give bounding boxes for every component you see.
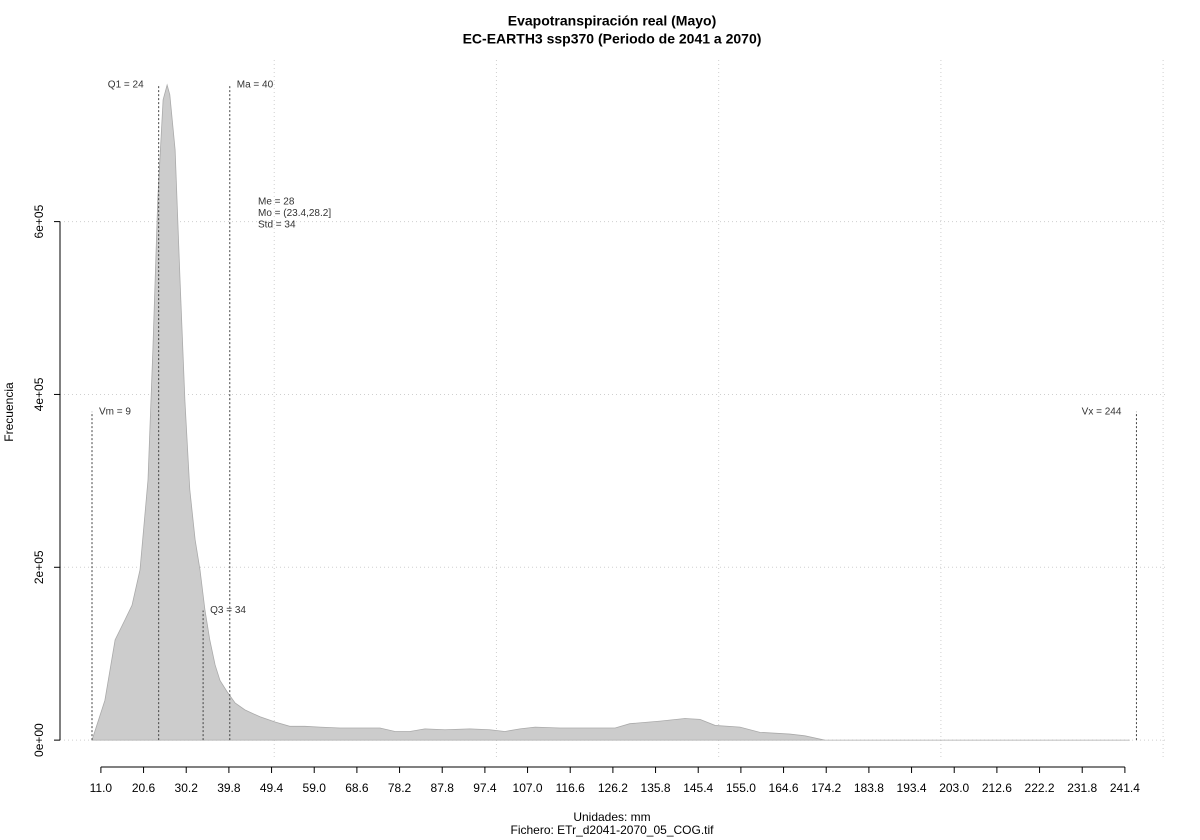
- chart-title: Evapotranspiración real (Mayo): [508, 13, 717, 29]
- caption: Fichero: ETr_d2041-2070_05_COG.tif: [511, 823, 715, 837]
- x-tick-label: 97.4: [473, 781, 497, 795]
- x-tick-label: 78.2: [388, 781, 412, 795]
- x-tick-label: 203.0: [939, 781, 969, 795]
- x-tick-label: 231.8: [1067, 781, 1097, 795]
- x-axis-label: Unidades: mm: [573, 810, 650, 824]
- x-tick-label: 68.6: [345, 781, 369, 795]
- x-tick-label: 116.6: [556, 781, 585, 795]
- x-tick-label: 59.0: [303, 781, 327, 795]
- x-tick-label: 20.6: [132, 781, 156, 795]
- marker-label: Ma = 40: [237, 80, 274, 91]
- x-tick-label: 49.4: [260, 781, 284, 795]
- density-area: [91, 83, 1130, 741]
- y-tick-label: 6e+05: [32, 204, 46, 238]
- x-tick-label: 193.4: [897, 781, 927, 795]
- x-tick-label: 30.2: [175, 781, 199, 795]
- x-tick-label: 107.0: [513, 781, 543, 795]
- x-tick-label: 145.4: [683, 781, 713, 795]
- x-tick-label: 11.0: [90, 781, 113, 795]
- y-tick-label: 2e+05: [32, 550, 46, 584]
- marker-label: Q3 = 34: [210, 605, 246, 616]
- stats-text: Std = 34: [258, 220, 296, 231]
- chart-subtitle: EC-EARTH3 ssp370 (Periodo de 2041 a 2070…: [463, 31, 762, 47]
- y-tick-label: 0e+00: [32, 723, 46, 757]
- stats-text: Mo = (23.4,28.2]: [258, 208, 331, 219]
- marker-label: Q1 = 24: [108, 80, 144, 91]
- y-axis-label: Frecuencia: [2, 382, 16, 442]
- stats-text: Me = 28: [258, 197, 295, 208]
- x-tick-label: 174.2: [811, 781, 841, 795]
- x-tick-label: 222.2: [1025, 781, 1055, 795]
- x-tick-label: 39.8: [217, 781, 241, 795]
- marker-label: Vm = 9: [99, 406, 131, 417]
- x-tick-label: 155.0: [726, 781, 756, 795]
- x-tick-label: 164.6: [769, 781, 799, 795]
- y-tick-label: 4e+05: [32, 377, 46, 411]
- x-tick-label: 87.8: [431, 781, 455, 795]
- x-tick-label: 183.8: [854, 781, 884, 795]
- x-tick-label: 241.4: [1110, 781, 1140, 795]
- x-tick-label: 126.2: [598, 781, 628, 795]
- x-tick-label: 212.6: [982, 781, 1012, 795]
- marker-label: Vx = 244: [1082, 406, 1122, 417]
- x-tick-label: 135.8: [641, 781, 671, 795]
